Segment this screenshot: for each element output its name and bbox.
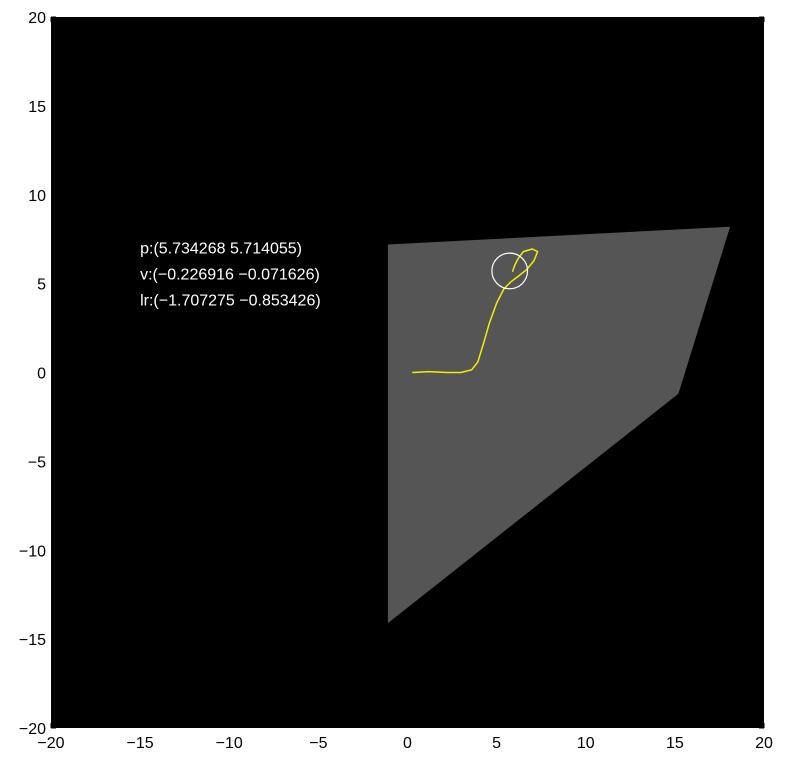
x-tick-label: 20 <box>755 735 773 752</box>
x-tick-label: 0 <box>403 735 412 752</box>
trajectory-line <box>412 248 539 374</box>
y-tick-label: −20 <box>19 721 46 738</box>
readout-position: p:(5.734268 5.714055) <box>140 240 302 257</box>
y-axis: −20 −15 −10 −5 0 5 10 15 20 <box>19 10 764 738</box>
y-tick-label: −5 <box>28 454 46 471</box>
y-tick-label: −10 <box>19 543 46 560</box>
agent-circle <box>491 252 529 290</box>
x-tick-label: 15 <box>666 735 684 752</box>
x-tick-label: −5 <box>309 735 327 752</box>
y-tick-label: 15 <box>28 99 46 116</box>
y-tick-label: 20 <box>28 10 46 27</box>
y-tick-label: 5 <box>37 277 46 294</box>
y-tick-label: −15 <box>19 632 46 649</box>
y-tick-label: 0 <box>37 366 46 383</box>
readout-velocity: v:(−0.226916 −0.071626) <box>140 266 320 283</box>
readout-learning-rate: lr:(−1.707275 −0.853426) <box>140 292 321 309</box>
plot-content <box>387 226 731 624</box>
x-tick-label: −15 <box>127 735 154 752</box>
x-tick-label: −10 <box>216 735 243 752</box>
x-tick-label: 10 <box>577 735 595 752</box>
x-tick-label: −20 <box>37 735 64 752</box>
state-readout: p:(5.734268 5.714055) v:(−0.226916 −0.07… <box>140 240 321 309</box>
x-tick-label: 5 <box>492 735 501 752</box>
y-tick-label: 10 <box>28 188 46 205</box>
region-polygon <box>387 226 731 624</box>
x-axis: −20 −15 −10 −5 0 5 10 15 20 <box>37 17 773 752</box>
